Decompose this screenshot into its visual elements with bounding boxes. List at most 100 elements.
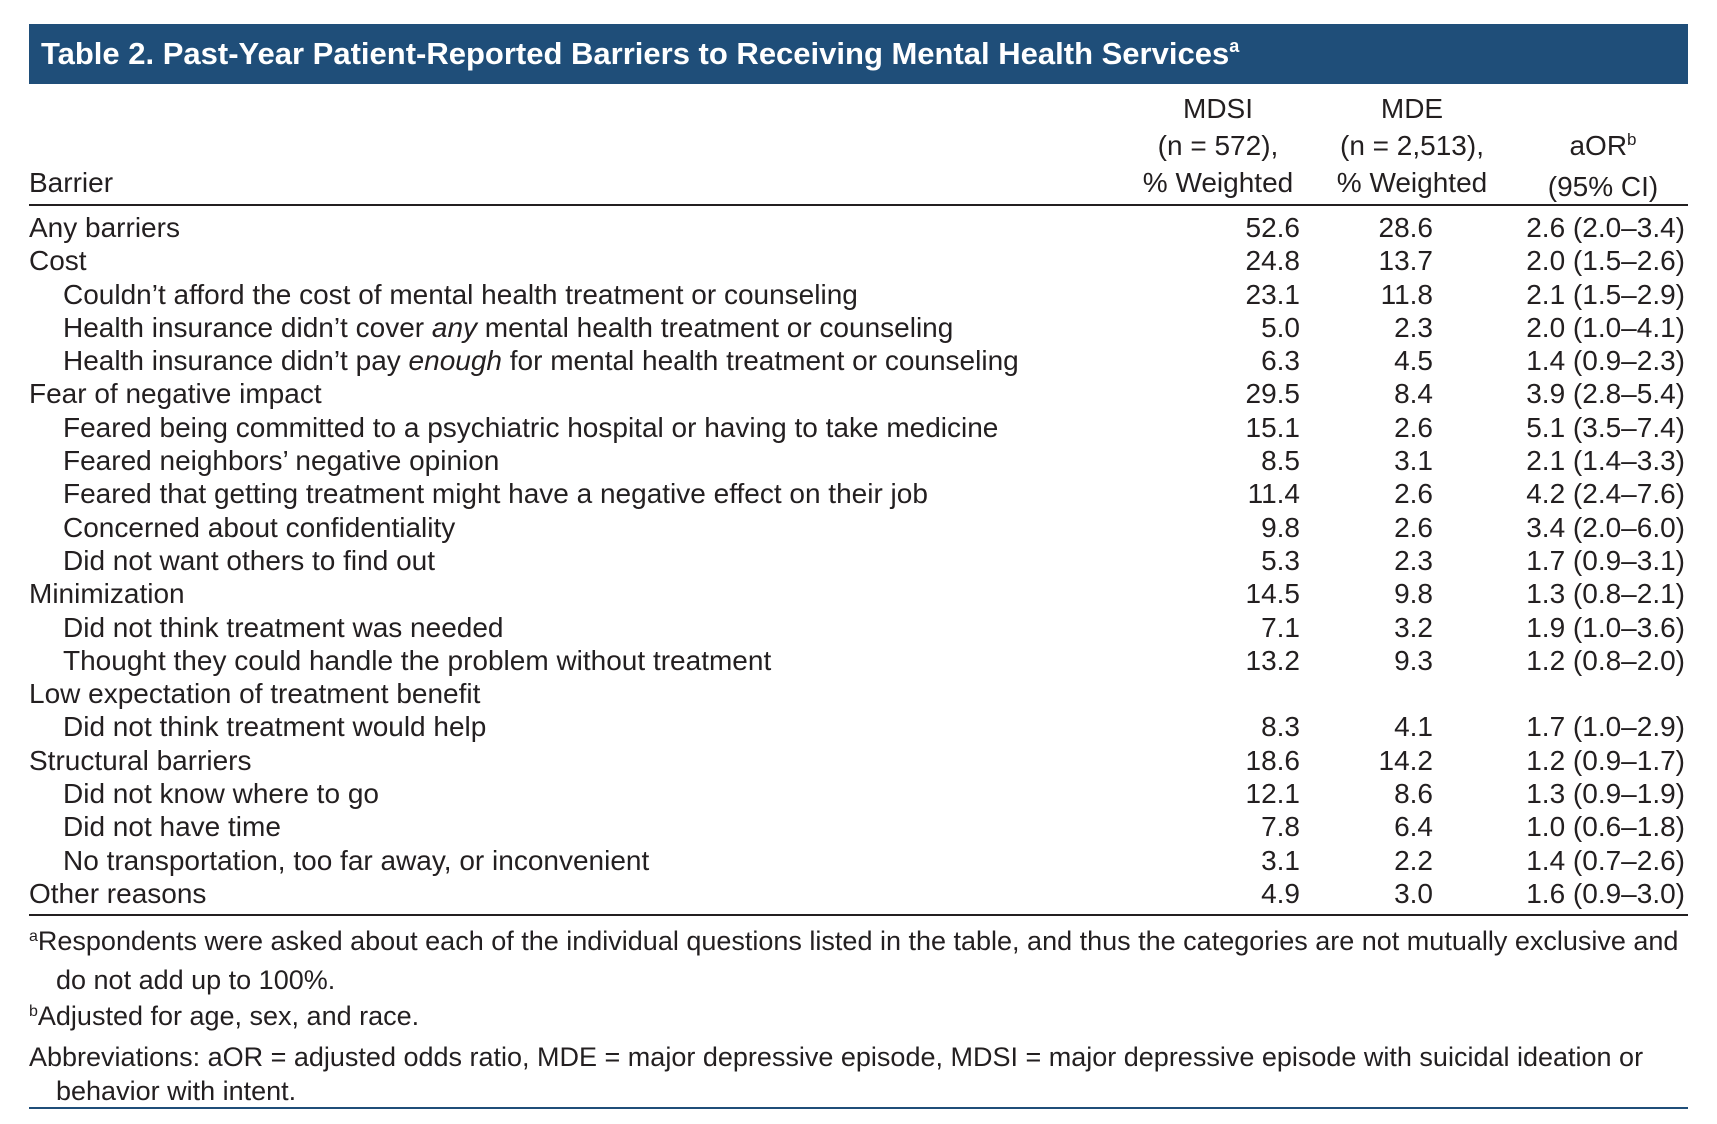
barrier-category-label: Cost xyxy=(29,245,87,277)
barrier-category-label: Any barriers xyxy=(29,212,180,243)
table-row: Any barriers 52.6 28.6 2.6 (2.0–3.4) xyxy=(29,211,1688,244)
barrier-category-label: Minimization xyxy=(29,578,185,610)
table-row: Did not have time 7.8 6.4 1.0 (0.6–1.8) xyxy=(29,810,1688,843)
header-mde-line2: (n = 2,513), xyxy=(1340,130,1484,161)
barrier-item-label: Did not want others to find out xyxy=(63,544,435,576)
barrier-item-label: Thought they could handle the problem wi… xyxy=(63,644,772,676)
barrier-item-label: Feared that getting treatment might have… xyxy=(63,478,928,510)
barrier-item-label: No transportation, too far away, or inco… xyxy=(63,844,650,876)
table-row: Cost 24.8 13.7 2.0 (1.5–2.6) xyxy=(29,244,1688,277)
mdsi-value: 23.1 xyxy=(1245,278,1301,310)
mde-value: 9.3 xyxy=(1394,644,1433,676)
table-row: Did not want others to find out 5.3 2.3 1.7… xyxy=(29,544,1688,577)
table-bottom-rule xyxy=(29,914,1688,916)
header-aor: aORb (95% CI) xyxy=(1518,127,1688,205)
barrier-category-label: Other reasons xyxy=(29,877,207,909)
mdsi-value: 52.6 xyxy=(1245,212,1301,243)
barrier-item-label: Did not have time xyxy=(63,811,281,843)
header-mde-line1: MDE xyxy=(1380,93,1444,124)
table-row: Minimization 14.5 9.8 1.3 (0.8–2.1) xyxy=(29,577,1688,610)
header-mdsi-line3: % Weighted xyxy=(1142,167,1294,198)
mdsi-value: 29.5 xyxy=(1245,378,1301,410)
barrier-item-label: Did not know where to go xyxy=(63,778,379,810)
mdsi-value: 9.8 xyxy=(1261,511,1300,543)
aor-value xyxy=(1492,677,1688,710)
mdsi-value: 18.6 xyxy=(1245,744,1301,776)
mde-value: 9.8 xyxy=(1394,578,1433,610)
aor-value: 2.1 (1.5–2.9) xyxy=(1526,278,1685,310)
barrier-category-label: Fear of negative impact xyxy=(29,378,322,410)
mdsi-value: 12.1 xyxy=(1245,778,1301,810)
mde-value: 3.2 xyxy=(1394,611,1433,643)
header-mdsi-line2: (n = 572), xyxy=(1157,130,1279,161)
mde-value: 2.6 xyxy=(1394,478,1433,510)
table-row: Thought they could handle the problem wi… xyxy=(29,644,1688,677)
aor-value: 3.9 (2.8–5.4) xyxy=(1526,378,1685,410)
aor-value: 1.3 (0.9–1.9) xyxy=(1526,778,1685,810)
aor-value: 1.4 (0.9–2.3) xyxy=(1526,345,1685,377)
aor-value: 3.4 (2.0–6.0) xyxy=(1526,511,1685,543)
mdsi-value xyxy=(1113,677,1305,710)
mde-value: 3.0 xyxy=(1394,877,1433,909)
aor-value: 1.6 (0.9–3.0) xyxy=(1526,877,1685,909)
table-row: Couldn’t afford the cost of mental healt… xyxy=(29,278,1688,311)
table-row: Low expectation of treatment benefit xyxy=(29,677,1688,710)
mdsi-value: 8.5 xyxy=(1261,445,1300,477)
header-barrier: Barrier xyxy=(29,167,114,198)
aor-value: 4.2 (2.4–7.6) xyxy=(1526,478,1685,510)
mde-value: 4.5 xyxy=(1394,345,1433,377)
mdsi-value: 8.3 xyxy=(1261,711,1300,743)
mdsi-value: 5.0 xyxy=(1261,311,1300,343)
mdsi-value: 15.1 xyxy=(1245,411,1301,443)
header-mde-line3: % Weighted xyxy=(1336,167,1488,198)
aor-value: 1.0 (0.6–1.8) xyxy=(1526,811,1685,843)
mde-value: 2.2 xyxy=(1394,844,1433,876)
barrier-item-label: Did not think treatment was needed xyxy=(63,611,504,643)
table-title: Table 2. Past-Year Patient-Reported Barr… xyxy=(41,36,1230,71)
title-footnote-mark: a xyxy=(1229,36,1240,56)
header-mdsi-line1: MDSI xyxy=(1183,93,1253,124)
mde-value: 4.1 xyxy=(1394,711,1433,743)
footnotes: aRespondents were asked about each of th… xyxy=(29,924,1688,1110)
table-row: Feared neighbors’ negative opinion 8.5 3.1… xyxy=(29,444,1688,477)
footnote: bAdjusted for age, sex, and race. xyxy=(29,1001,420,1031)
table-row: Fear of negative impact 29.5 8.4 3.9 (2.8–5… xyxy=(29,377,1688,410)
mdsi-value: 24.8 xyxy=(1245,245,1301,277)
barrier-category-label: Structural barriers xyxy=(29,744,252,776)
table-row: Did not think treatment would help 8.3 4.1… xyxy=(29,710,1688,743)
mde-value xyxy=(1305,677,1492,710)
table-row: No transportation, too far away, or inco… xyxy=(29,844,1688,877)
aor-value: 1.4 (0.7–2.6) xyxy=(1526,844,1685,876)
mde-value: 2.3 xyxy=(1394,311,1433,343)
header-rule xyxy=(29,204,1688,206)
aor-value: 1.3 (0.8–2.1) xyxy=(1526,578,1685,610)
barrier-item-label: Health insurance didn’t pay enough for m… xyxy=(63,345,1019,377)
aor-value: 1.9 (1.0–3.6) xyxy=(1526,611,1685,643)
barrier-category-label: Low expectation of treatment benefit xyxy=(29,678,481,710)
table-row: Other reasons 4.9 3.0 1.6 (0.9–3.0) xyxy=(29,877,1688,910)
header-aor-line2: (95% CI) xyxy=(1547,171,1659,202)
aor-value: 2.6 (2.0–3.4) xyxy=(1526,212,1685,243)
mdsi-value: 6.3 xyxy=(1261,345,1300,377)
footnote: aRespondents were asked about each of th… xyxy=(29,926,1679,995)
mdsi-value: 4.9 xyxy=(1261,877,1300,909)
mdsi-value: 13.2 xyxy=(1245,644,1301,676)
mde-value: 8.4 xyxy=(1394,378,1433,410)
barriers-table-body: Any barriers 52.6 28.6 2.6 (2.0–3.4) Cost 24.… xyxy=(29,211,1688,910)
barriers-table: Any barriers 52.6 28.6 2.6 (2.0–3.4) Cost 24.… xyxy=(29,211,1688,910)
aor-value: 2.1 (1.4–3.3) xyxy=(1526,445,1685,477)
mde-value: 3.1 xyxy=(1394,445,1433,477)
table-row: Health insurance didn’t cover any mental… xyxy=(29,311,1688,344)
footnote: Abbreviations: aOR = adjusted odds ratio… xyxy=(29,1042,1644,1106)
barrier-item-label: Feared neighbors’ negative opinion xyxy=(63,445,500,477)
mdsi-value: 7.1 xyxy=(1261,611,1300,643)
mde-value: 28.6 xyxy=(1378,212,1434,243)
header-aor-line1: aORb xyxy=(1569,130,1637,161)
mdsi-value: 11.4 xyxy=(1247,478,1300,510)
mde-value: 2.6 xyxy=(1394,411,1433,443)
mdsi-value: 14.5 xyxy=(1245,578,1301,610)
mde-value: 6.4 xyxy=(1394,811,1433,843)
mdsi-value: 3.1 xyxy=(1261,844,1300,876)
aor-value: 1.7 (0.9–3.1) xyxy=(1526,544,1685,576)
